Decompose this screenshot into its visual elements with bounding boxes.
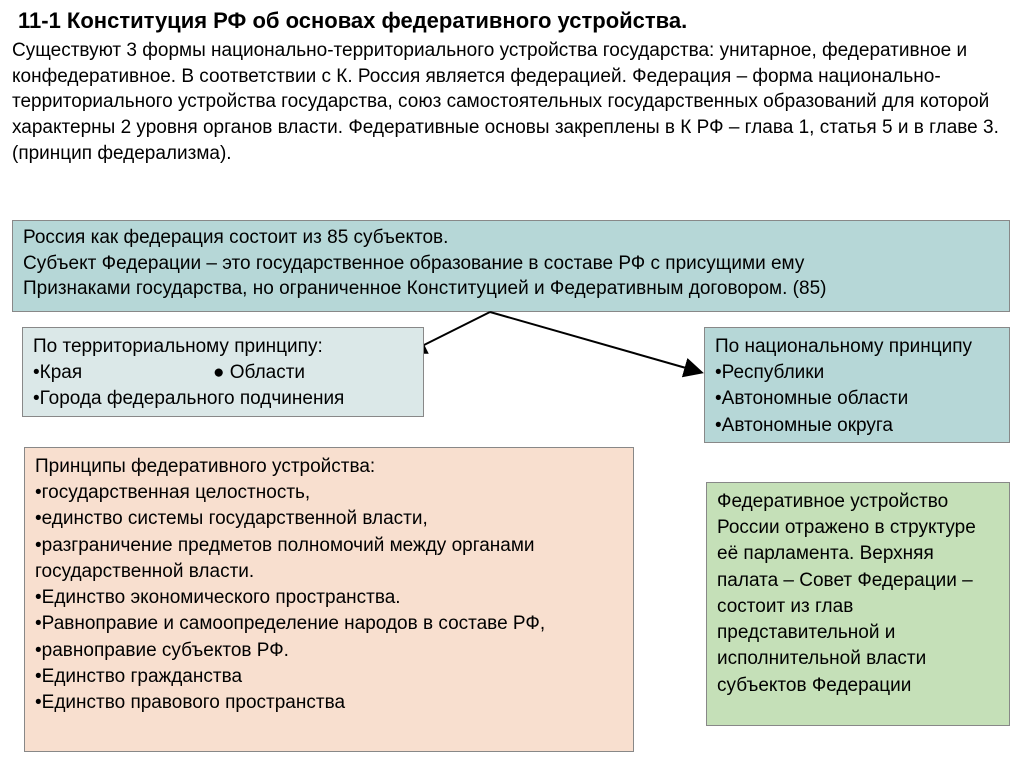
page-title: 11-1 Конституция РФ об основах федератив…: [0, 0, 1024, 38]
principle-5: •Равноправие и самоопределение народов в…: [35, 611, 623, 637]
principle-6: •равноправие субъектов РФ.: [35, 638, 623, 664]
principle-7: •Единство гражданства: [35, 664, 623, 690]
principle-1: •государственная целостность,: [35, 480, 623, 506]
territorial-principle-box: По территориальному принципу: •Края ● Об…: [22, 327, 424, 417]
territorial-item-oblasti: ● Области: [213, 360, 305, 386]
principle-8: •Единство правового пространства: [35, 690, 623, 716]
national-item-auto-okrug: •Автономные округа: [715, 413, 999, 439]
teal-line-2: Субъект Федерации – это государственное …: [23, 251, 999, 277]
principle-4: •Единство экономического пространства.: [35, 585, 623, 611]
national-item-republics: •Республики: [715, 360, 999, 386]
principles-box: Принципы федеративного устройства: •госу…: [24, 447, 634, 752]
national-item-auto-oblast: •Автономные области: [715, 386, 999, 412]
parliament-box: Федеративное устройство России отражено …: [706, 482, 1010, 726]
territorial-item-kraya: •Края: [33, 360, 213, 386]
federation-definition-box: Россия как федерация состоит из 85 субъе…: [12, 220, 1010, 312]
national-principle-box: По национальному принципу •Республики •А…: [704, 327, 1010, 443]
principles-header: Принципы федеративного устройства:: [35, 454, 623, 480]
territorial-header: По территориальному принципу:: [33, 334, 413, 360]
territorial-item-goroda: •Города федерального подчинения: [33, 386, 413, 412]
principle-2: •единство системы государственной власти…: [35, 506, 623, 532]
intro-paragraph: Существуют 3 формы национально-территори…: [0, 38, 1024, 172]
principle-3: •разграничение предметов полномочий межд…: [35, 533, 623, 585]
national-header: По национальному принципу: [715, 334, 999, 360]
teal-line-1: Россия как федерация состоит из 85 субъе…: [23, 225, 999, 251]
teal-line-3: Признаками государства, но ограниченное …: [23, 276, 999, 302]
